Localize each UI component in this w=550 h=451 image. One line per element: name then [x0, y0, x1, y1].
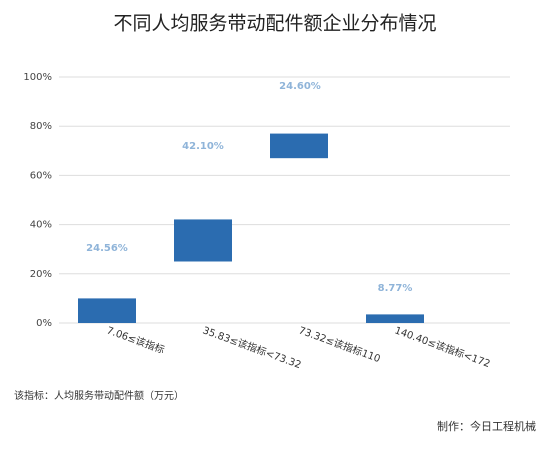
x-tick-label: 73.32≤该指标110 [297, 323, 382, 365]
x-tick-label: 35.83≤该指标<73.32 [201, 323, 303, 371]
annotation: 8.77% [378, 283, 413, 294]
y-tick-label: 0% [36, 318, 52, 329]
chart-title: 不同人均服务带动配件额企业分布情况 [113, 13, 436, 35]
annotation: 24.60% [279, 81, 321, 92]
y-tick-label: 80% [30, 121, 52, 132]
bar [78, 298, 136, 323]
y-tick-label: 20% [30, 269, 52, 280]
bar [270, 133, 328, 159]
bar [174, 219, 232, 262]
bar [366, 314, 424, 323]
source: 制作：今日工程机械 [437, 419, 536, 433]
y-tick-label: 100% [23, 72, 52, 83]
annotation: 42.10% [182, 141, 224, 152]
y-tick-label: 60% [30, 170, 52, 181]
x-tick-label: 7.06≤该指标 [105, 323, 166, 356]
x-tick-label: 140.40≤该指标<172 [393, 323, 492, 370]
y-tick-label: 40% [30, 220, 52, 231]
annotation: 24.56% [86, 243, 128, 254]
note: 该指标：人均服务带动配件额（万元） [14, 389, 184, 402]
